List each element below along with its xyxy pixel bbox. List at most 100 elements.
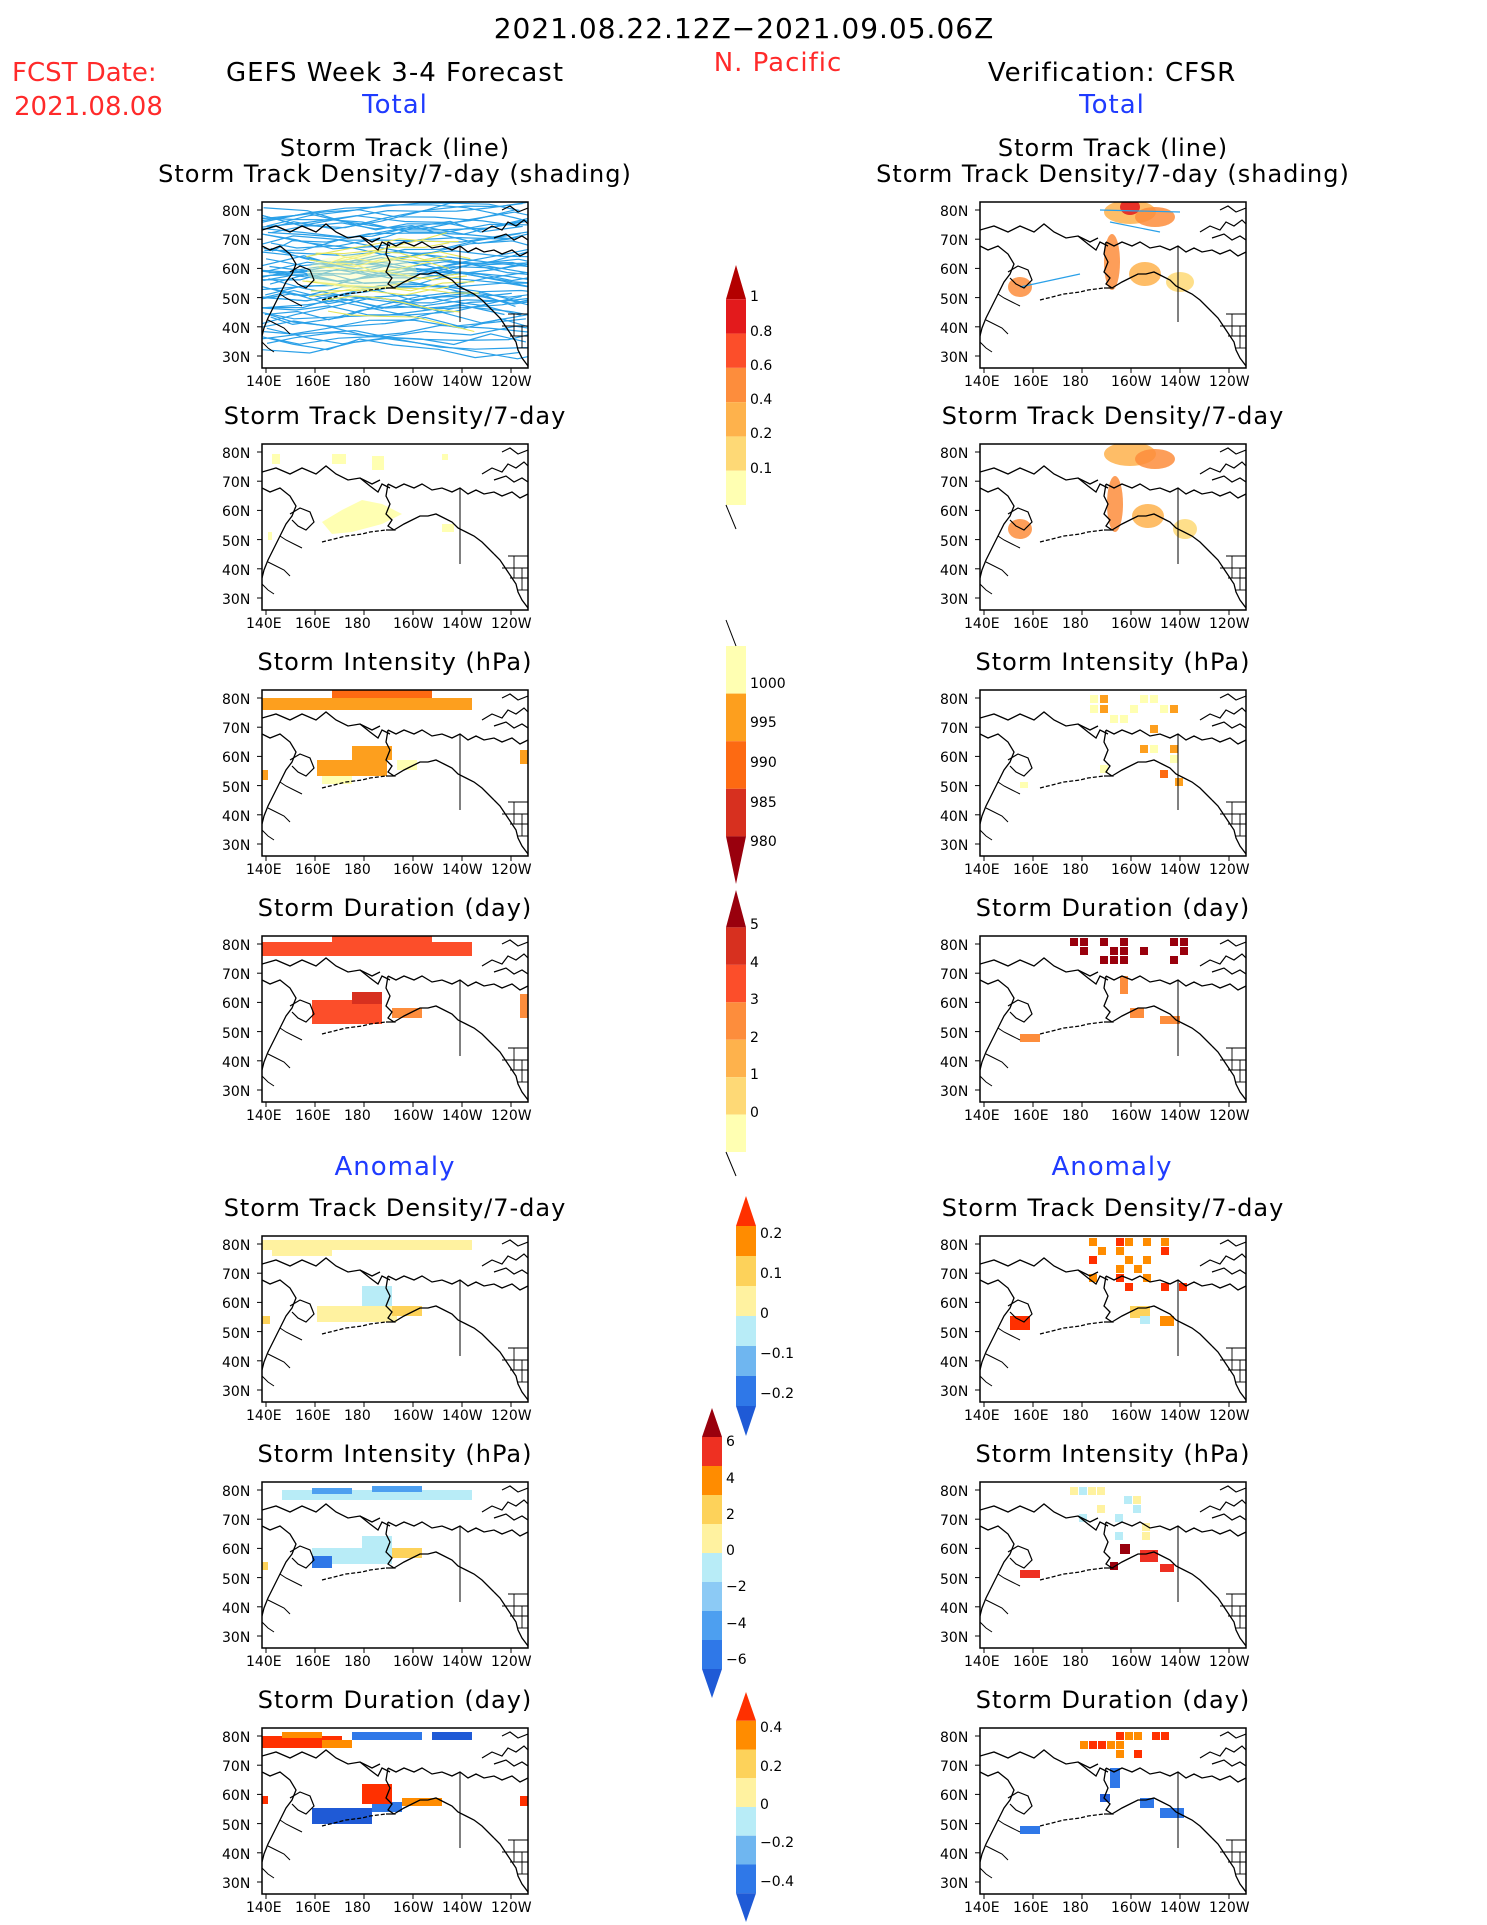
storm-track-line (266, 325, 528, 344)
colorbar-segment (736, 1256, 756, 1286)
lon-tick: 160E (1013, 616, 1049, 632)
lat-tick: 50N (940, 1325, 969, 1342)
lat-tick: 50N (222, 1025, 251, 1042)
lon-tick: 140E (964, 1654, 1000, 1670)
storm-track-line (306, 280, 475, 292)
lon-tick: 140E (246, 616, 282, 632)
map-frame (261, 1481, 529, 1649)
colorbar-segment (702, 1437, 722, 1466)
lat-tick: 30N (940, 838, 969, 854)
grid-cell (1152, 1732, 1160, 1740)
colorbar-segment (702, 1408, 722, 1437)
grid-cell (1143, 1238, 1151, 1246)
lon-tick: 120W (491, 862, 532, 878)
colorbar-segment (736, 1316, 756, 1346)
forecast-title: GEFS Week 3-4 Forecast (225, 58, 565, 88)
grid-cell (1020, 1034, 1040, 1042)
lat-tick: 40N (222, 808, 251, 825)
storm-track-line (269, 262, 528, 285)
colorbar-segment (726, 964, 746, 1003)
lon-tick: 140E (246, 1654, 282, 1670)
lat-tick: 30N (940, 1084, 969, 1100)
lon-tick: 140E (964, 616, 1000, 632)
grid-cell (1120, 947, 1128, 955)
lat-tick: 30N (940, 1876, 969, 1892)
grid-cell (362, 1784, 392, 1804)
lon-tick: 160W (393, 374, 434, 390)
density-blob (1135, 207, 1175, 227)
storm-track-line (262, 299, 528, 320)
grid-cell (1161, 1283, 1169, 1291)
grid-cell (1142, 1523, 1150, 1531)
grid-cell (1120, 1544, 1130, 1554)
grid-cell (520, 994, 528, 1018)
grid-cell (262, 1316, 270, 1324)
grid-cell (272, 1250, 332, 1256)
grid-cell (1150, 725, 1158, 733)
colorbar-label: 0 (760, 1306, 769, 1322)
lat-tick: 40N (222, 1846, 251, 1863)
grid-cell (1175, 778, 1183, 786)
colorbar-segment (736, 1720, 756, 1750)
lon-tick: 120W (1209, 1900, 1250, 1916)
colorbar-label: 1 (750, 289, 759, 306)
storm-track-line (302, 273, 460, 291)
map-frame (979, 935, 1247, 1103)
grid-cell (520, 1796, 528, 1806)
lat-tick: 70N (222, 721, 251, 738)
section-total-left: Total (362, 90, 428, 120)
map-panel-right-2 (975, 689, 1247, 861)
colorbar-intensity_total (725, 619, 746, 884)
lon-tick: 180 (1062, 1108, 1089, 1124)
storm-track-line (265, 261, 528, 296)
grid-cell (1020, 1570, 1040, 1578)
density-blob (1135, 449, 1175, 469)
grid-cell (262, 1562, 268, 1570)
map-panel-left-6 (257, 1727, 529, 1899)
colorbar-segment (726, 693, 746, 742)
grid-cell (1070, 938, 1078, 946)
lat-tick: 40N (940, 808, 969, 825)
grid-cell (1160, 1016, 1180, 1024)
grid-cell (372, 1802, 402, 1812)
map-panel-right-6 (975, 1727, 1247, 1899)
lon-tick: 140W (1160, 1408, 1201, 1424)
density-area (442, 454, 448, 460)
lon-tick: 140W (1160, 1654, 1201, 1670)
lon-tick: 180 (344, 1108, 371, 1124)
grid-cell (1125, 1256, 1133, 1264)
colorbar-label: 2 (726, 1506, 735, 1523)
storm-track-line (271, 232, 511, 252)
colorbar-label: 6 (726, 1434, 735, 1451)
lon-tick: 140E (964, 1408, 1000, 1424)
colorbar-label: 2 (750, 1029, 759, 1046)
lat-tick: 80N (222, 1730, 251, 1746)
storm-track-line (336, 242, 450, 262)
grid-cell (1125, 1283, 1133, 1291)
lat-tick: 40N (940, 1354, 969, 1371)
density-area (322, 500, 402, 534)
lon-tick: 160W (1111, 1108, 1152, 1124)
lon-tick: 180 (344, 616, 371, 632)
lat-tick: 50N (222, 779, 251, 796)
colorbar-segment (736, 1864, 756, 1894)
colorbar-label: −6 (726, 1651, 747, 1668)
lon-tick: 140W (442, 1408, 483, 1424)
map-frame (261, 1235, 529, 1403)
lon-tick: 120W (1209, 1108, 1250, 1124)
storm-track-line (267, 220, 523, 239)
lat-tick: 50N (222, 291, 251, 308)
grid-cell (1140, 1798, 1154, 1808)
storm-track-line (262, 202, 528, 229)
panel-title-left-4: Storm Track Density/7-day (223, 1194, 567, 1222)
grid-cell (1140, 695, 1148, 703)
storm-track-line (262, 320, 528, 337)
lat-tick: 70N (940, 475, 969, 492)
colorbar-label: −2 (726, 1579, 747, 1596)
colorbar-segment (726, 788, 746, 837)
lat-tick: 60N (222, 1542, 251, 1559)
lon-tick: 140E (964, 374, 1000, 390)
grid-cell (1160, 1808, 1184, 1818)
lat-tick: 40N (940, 562, 969, 579)
grid-cell (1010, 1316, 1030, 1330)
